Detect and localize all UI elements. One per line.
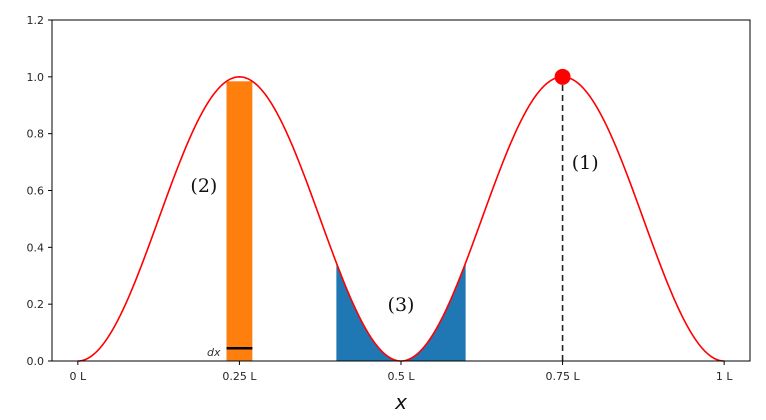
- max-point-marker: [554, 68, 571, 85]
- x-tick-label: 0.75 L: [546, 370, 581, 383]
- x-tick-label: 0 L: [70, 370, 87, 383]
- y-tick-label: 0.2: [27, 298, 45, 311]
- annotation-2: (2): [190, 175, 217, 197]
- axes-layer: 0 L 0.25 L 0.5 L 0.75 L 1 L 0.0 0.2 0.4 0.6 0.8 1.…: [27, 14, 734, 383]
- marks-layer: [226, 68, 571, 361]
- series-line: [77, 76, 725, 362]
- x-tick-label: 0.5 L: [387, 370, 415, 383]
- x-axis-label: x: [394, 390, 407, 414]
- text-layer: x (1) (2) (3) dx: [190, 152, 598, 414]
- y-tick-label: 0.0: [27, 355, 45, 368]
- dx-label: dx: [207, 346, 221, 359]
- fills-layer: [226, 81, 466, 361]
- y-tick-label: 1.0: [27, 71, 45, 84]
- y-tick-label: 0.4: [27, 241, 45, 254]
- x-tick-label: 1 L: [716, 370, 733, 383]
- curve-layer: [77, 76, 725, 362]
- x-tick-label: 0.25 L: [222, 370, 257, 383]
- annotation-1: (1): [572, 152, 599, 174]
- annotation-3: (3): [388, 294, 415, 316]
- y-tick-label: 0.8: [27, 128, 45, 141]
- orange-bar: [226, 81, 253, 361]
- y-tick-label: 1.2: [27, 14, 45, 27]
- y-tick-label: 0.6: [27, 185, 45, 198]
- shaded-area: [336, 262, 466, 361]
